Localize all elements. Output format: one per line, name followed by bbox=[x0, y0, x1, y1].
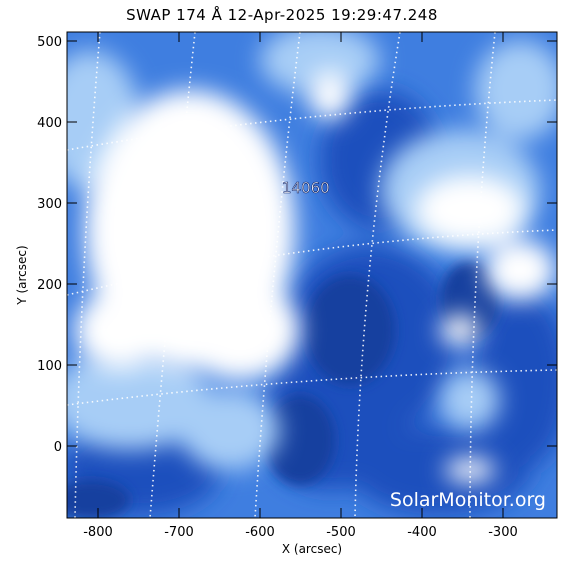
y-tick-label: 300 bbox=[37, 197, 62, 212]
x-tick-label: -800 bbox=[83, 525, 113, 540]
active-region-label: 14060 bbox=[282, 179, 330, 197]
image-title: SWAP 174 Å 12-Apr-2025 19:29:47.248 bbox=[126, 6, 438, 24]
x-tick-label: -400 bbox=[407, 525, 437, 540]
y-tick-label: 100 bbox=[37, 359, 62, 374]
x-axis-label: X (arcsec) bbox=[282, 542, 342, 556]
euv-intensity-map bbox=[67, 32, 557, 518]
x-tick-label: -300 bbox=[488, 525, 518, 540]
x-tick-label: -600 bbox=[245, 525, 275, 540]
heliographic-grid bbox=[67, 32, 557, 518]
x-tick-label: -700 bbox=[164, 525, 194, 540]
plot-frame bbox=[66, 31, 558, 519]
x-tick-label: -500 bbox=[326, 525, 356, 540]
watermark: SolarMonitor.org bbox=[390, 489, 546, 511]
y-tick-label: 0 bbox=[54, 440, 62, 455]
y-axis-label: Y (arcsec) bbox=[15, 245, 29, 305]
y-tick-label: 500 bbox=[37, 35, 62, 50]
x-axis-ticks bbox=[97, 32, 504, 518]
y-tick-label: 400 bbox=[37, 116, 62, 131]
y-axis-ticks bbox=[67, 40, 557, 447]
y-tick-label: 200 bbox=[37, 278, 62, 293]
